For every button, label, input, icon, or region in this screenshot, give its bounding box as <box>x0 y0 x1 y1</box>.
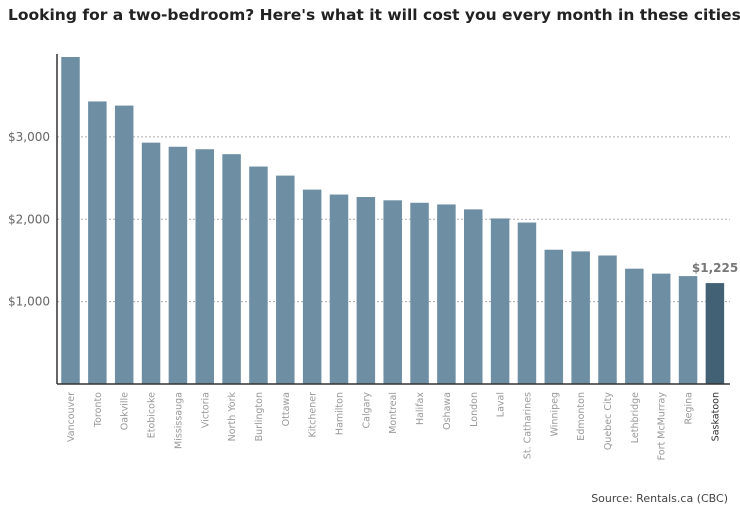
y-tick-label: $1,000 <box>8 295 50 309</box>
x-tick-label: Regina <box>684 392 695 425</box>
bar-laval <box>490 218 510 384</box>
bar-calgary <box>356 197 376 384</box>
y-axis-ticks: $1,000 $2,000 $3,000 <box>8 130 50 309</box>
x-tick-label: Laval <box>496 392 507 417</box>
bar-fort-mcmurray <box>651 273 671 384</box>
bar-hamilton <box>329 194 349 384</box>
x-tick-label: Hamilton <box>335 392 346 435</box>
bar-etobicoke <box>141 142 161 384</box>
x-tick-label: Oakville <box>120 392 131 430</box>
x-tick-label: Winnipeg <box>549 392 560 436</box>
bar-oshawa <box>437 204 456 384</box>
x-tick-label: Ottawa <box>281 392 292 426</box>
bar-mississauga <box>168 146 188 384</box>
category-labels: Vancouver Toronto Oakville Etobicoke Mississ… <box>66 261 738 460</box>
x-tick-label: Victoria <box>200 392 211 428</box>
bar-london <box>464 209 483 384</box>
bar-oakville <box>114 105 134 384</box>
bar-regina <box>678 276 698 384</box>
x-tick-label: Kitchener <box>308 392 319 438</box>
bar-st-catharines <box>517 222 537 384</box>
bar-burlington <box>249 166 268 384</box>
x-tick-label: London <box>469 392 480 427</box>
bar-lethbridge <box>625 268 644 384</box>
bar-vancouver <box>61 56 80 384</box>
x-tick-label: Oshawa <box>442 392 453 430</box>
bar-edmonton <box>571 251 590 384</box>
bar-montreal <box>383 200 402 384</box>
y-tick-label: $2,000 <box>8 212 50 226</box>
x-tick-label: Saskatoon <box>710 392 721 441</box>
source-note: Source: Rentals.ca (CBC) <box>591 492 728 505</box>
x-tick-label: St. Catharines <box>522 392 533 459</box>
x-tick-label: Montreal <box>388 392 399 434</box>
x-tick-label: Lethbridge <box>630 392 641 443</box>
bar-toronto <box>88 101 107 385</box>
x-tick-label: Mississauga <box>173 392 184 449</box>
x-tick-label: Toronto <box>93 392 104 428</box>
x-tick-label: North York <box>227 392 238 442</box>
bars <box>61 56 725 385</box>
bar-saskatoon <box>705 283 725 384</box>
bar-north-york <box>222 154 241 384</box>
x-tick-label: Etobicoke <box>147 392 158 438</box>
x-tick-label: Edmonton <box>576 392 587 441</box>
x-tick-label: Burlington <box>254 392 265 441</box>
bar-halifax <box>410 202 429 384</box>
x-tick-label: Vancouver <box>66 392 77 442</box>
data-label-saskatoon: $1,225 <box>692 261 738 275</box>
y-tick-label: $3,000 <box>8 130 50 144</box>
x-tick-label: Fort McMurray <box>657 392 668 461</box>
x-tick-label: Halifax <box>415 392 426 425</box>
bar-kitchener <box>302 189 322 384</box>
x-tick-label: Calgary <box>361 392 372 429</box>
x-tick-label: Quebec City <box>603 392 614 450</box>
chart-title: Looking for a two-bedroom? Here's what i… <box>8 6 740 24</box>
bar-winnipeg <box>544 249 564 384</box>
bar-quebec-city <box>598 255 617 384</box>
bar-ottawa <box>276 175 295 384</box>
bar-victoria <box>195 149 214 384</box>
